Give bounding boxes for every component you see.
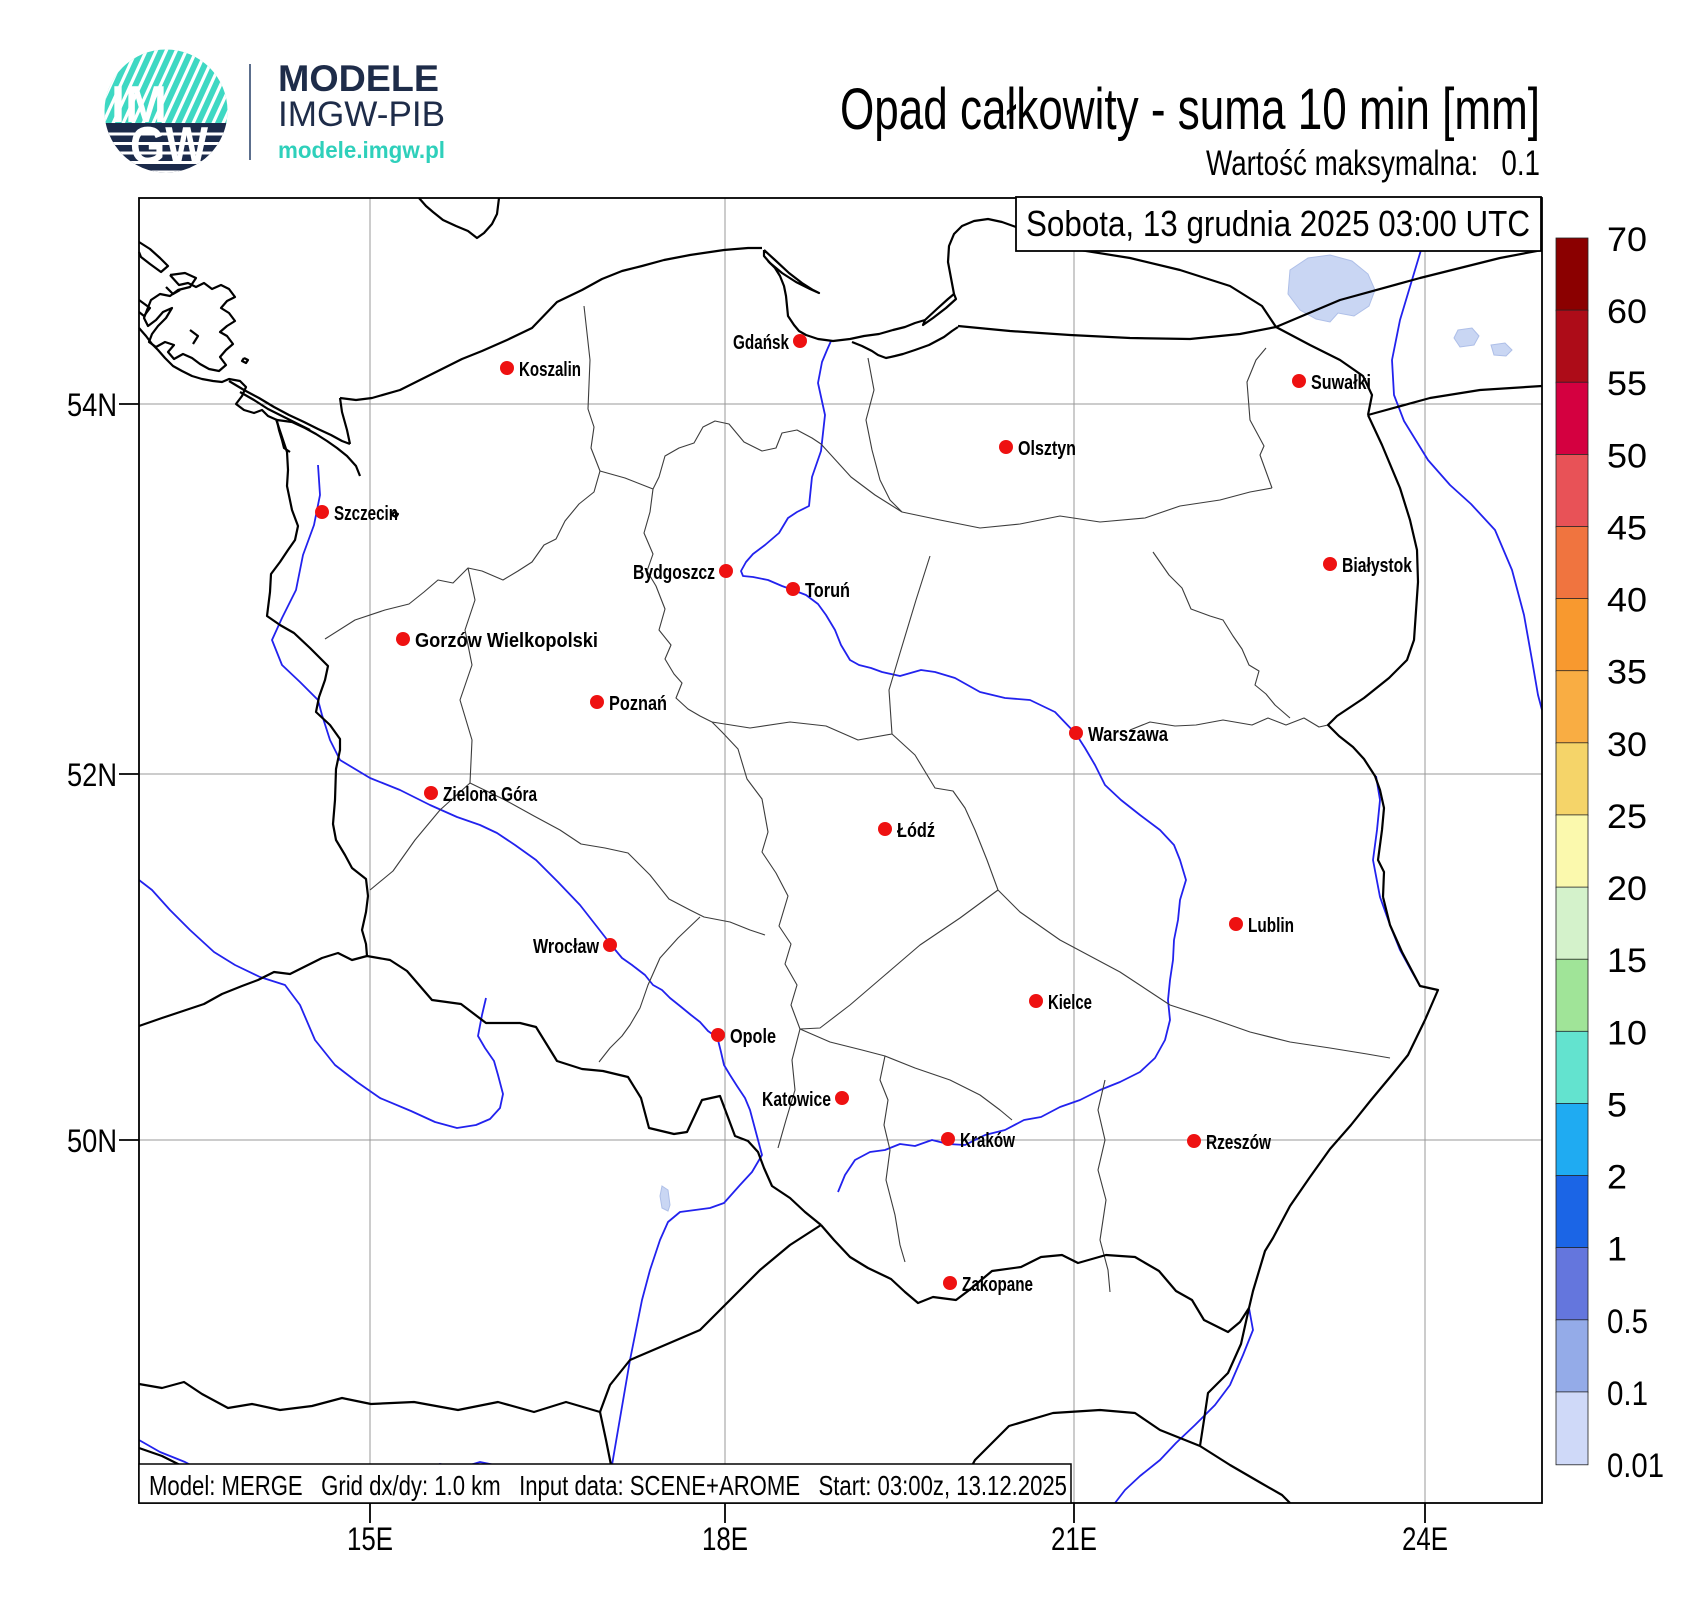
svg-text:Szczecin: Szczecin xyxy=(334,503,398,525)
svg-text:20: 20 xyxy=(1607,870,1647,908)
svg-text:Wrocław: Wrocław xyxy=(533,936,599,958)
svg-text:Katowice: Katowice xyxy=(762,1089,831,1111)
svg-text:30: 30 xyxy=(1607,726,1647,764)
svg-text:Kraków: Kraków xyxy=(960,1130,1015,1152)
svg-text:IMGW-PIB: IMGW-PIB xyxy=(278,95,445,134)
svg-text:18E: 18E xyxy=(702,1521,748,1557)
svg-text:21E: 21E xyxy=(1051,1521,1097,1557)
svg-text:1: 1 xyxy=(1607,1231,1627,1269)
svg-text:70: 70 xyxy=(1607,221,1647,259)
svg-text:Olsztyn: Olsztyn xyxy=(1018,438,1076,460)
svg-text:Suwałki: Suwałki xyxy=(1311,372,1371,394)
svg-text:40: 40 xyxy=(1607,582,1647,620)
svg-text:Bydgoszcz: Bydgoszcz xyxy=(633,562,715,584)
svg-text:Łódź: Łódź xyxy=(897,820,935,842)
svg-text:5: 5 xyxy=(1607,1086,1627,1124)
svg-text:Rzeszów: Rzeszów xyxy=(1206,1132,1271,1154)
svg-text:Wartość maksymalna: 0.1: Wartość maksymalna: 0.1 xyxy=(1206,144,1540,183)
svg-text:Gdańsk: Gdańsk xyxy=(733,332,790,354)
svg-text:Zakopane: Zakopane xyxy=(962,1274,1033,1296)
svg-text:60: 60 xyxy=(1607,293,1647,331)
svg-text:35: 35 xyxy=(1607,654,1647,692)
svg-text:25: 25 xyxy=(1607,798,1647,836)
svg-text:50: 50 xyxy=(1607,437,1647,475)
svg-text:15E: 15E xyxy=(347,1521,393,1557)
svg-text:Poznań: Poznań xyxy=(609,693,667,715)
svg-text:Opad całkowity - suma 10 min [: Opad całkowity - suma 10 min [mm] xyxy=(840,77,1540,142)
svg-text:Warszawa: Warszawa xyxy=(1088,724,1169,746)
svg-text:Koszalin: Koszalin xyxy=(519,359,581,381)
svg-text:45: 45 xyxy=(1607,509,1647,547)
svg-text:Gorzów Wielkopolski: Gorzów Wielkopolski xyxy=(415,630,598,652)
svg-text:Zielona Góra: Zielona Góra xyxy=(443,784,538,806)
svg-text:55: 55 xyxy=(1607,365,1647,403)
svg-text:54N: 54N xyxy=(67,387,117,423)
svg-text:Kielce: Kielce xyxy=(1048,992,1092,1014)
svg-text:modele.imgw.pl: modele.imgw.pl xyxy=(278,137,445,163)
svg-text:Toruń: Toruń xyxy=(805,580,850,602)
svg-text:0.5: 0.5 xyxy=(1607,1303,1648,1341)
svg-text:10: 10 xyxy=(1607,1014,1647,1052)
svg-text:15: 15 xyxy=(1607,942,1647,980)
svg-text:24E: 24E xyxy=(1402,1521,1448,1557)
svg-text:GW: GW xyxy=(130,117,209,175)
svg-text:IM: IM xyxy=(111,76,167,134)
svg-text:MODELE: MODELE xyxy=(278,58,439,99)
svg-text:Opole: Opole xyxy=(730,1026,776,1048)
svg-text:0.1: 0.1 xyxy=(1607,1375,1648,1413)
svg-text:Lublin: Lublin xyxy=(1248,915,1294,937)
svg-text:50N: 50N xyxy=(67,1123,117,1159)
svg-text:52N: 52N xyxy=(67,757,117,793)
svg-text:0.01: 0.01 xyxy=(1607,1447,1664,1485)
svg-text:Sobota, 13 grudnia 2025 03:00: Sobota, 13 grudnia 2025 03:00 UTC xyxy=(1026,203,1530,244)
svg-text:2: 2 xyxy=(1607,1159,1627,1197)
svg-text:Model: MERGE Grid dx/dy: 1.0: Model: MERGE Grid dx/dy: 1.0 km Input da… xyxy=(149,1470,1067,1501)
svg-text:Białystok: Białystok xyxy=(1342,555,1413,577)
